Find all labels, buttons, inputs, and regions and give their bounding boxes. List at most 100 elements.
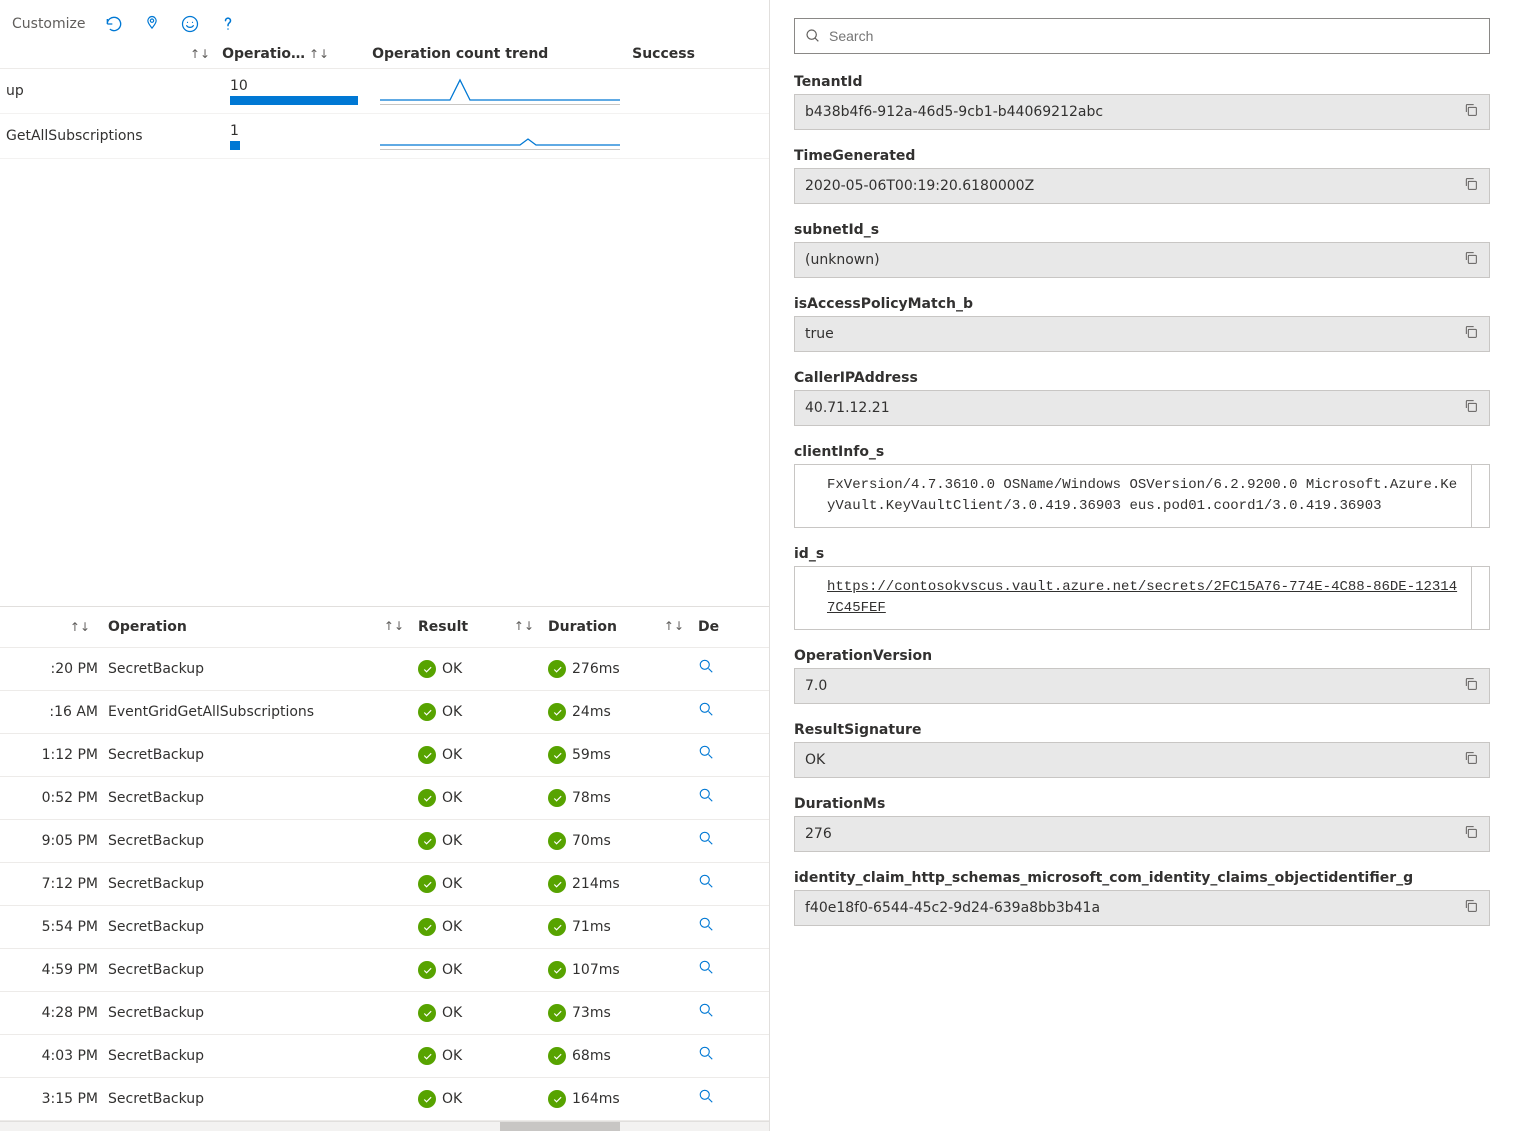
field-label: CallerIPAddress xyxy=(794,370,1490,386)
field-label: TimeGenerated xyxy=(794,148,1490,164)
field-label: clientInfo_s xyxy=(794,444,1490,460)
ok-check-icon xyxy=(418,832,436,850)
col-header-duration[interactable]: Duration xyxy=(548,619,617,635)
refresh-icon[interactable] xyxy=(104,14,124,34)
ok-check-icon xyxy=(418,1047,436,1065)
copy-icon[interactable] xyxy=(1463,102,1479,122)
field-value: 276 xyxy=(805,826,832,842)
summary-sparkline xyxy=(370,122,640,150)
cell-operation: SecretBackup xyxy=(108,747,418,763)
customize-button[interactable]: Customize xyxy=(6,16,86,32)
ok-check-icon xyxy=(548,703,566,721)
field-side-scroll[interactable] xyxy=(1472,464,1490,528)
field-value-link[interactable]: https://contosokvscus.vault.azure.net/se… xyxy=(794,566,1472,630)
field-value: (unknown) xyxy=(805,252,880,268)
summary-label: GetAllSubscriptions xyxy=(0,128,230,144)
cell-operation: SecretBackup xyxy=(108,1048,418,1064)
ok-check-icon xyxy=(418,746,436,764)
col-header-operation[interactable]: Operatio… xyxy=(222,46,305,62)
summary-label: up xyxy=(0,83,230,99)
table-row[interactable]: :20 PM SecretBackup OK 276ms xyxy=(0,648,769,691)
details-magnify-icon[interactable] xyxy=(698,873,748,895)
cell-time: 7:12 PM xyxy=(0,876,108,892)
sort-icon[interactable]: ↑↓ xyxy=(664,619,684,633)
ok-check-icon xyxy=(418,660,436,678)
table-header: ↑↓ Operation ↑↓ Result ↑↓ Duration ↑↓ De xyxy=(0,607,769,648)
ok-check-icon xyxy=(548,1047,566,1065)
cell-duration: 70ms xyxy=(548,832,698,850)
table-row[interactable]: 5:54 PM SecretBackup OK 71ms xyxy=(0,906,769,949)
cell-time: :20 PM xyxy=(0,661,108,677)
copy-icon[interactable] xyxy=(1463,324,1479,344)
cell-result: OK xyxy=(418,918,548,936)
table-row[interactable]: 4:28 PM SecretBackup OK 73ms xyxy=(0,992,769,1035)
sort-icon[interactable]: ↑↓ xyxy=(514,619,534,633)
detail-field: TimeGenerated 2020-05-06T00:19:20.618000… xyxy=(794,148,1490,204)
details-magnify-icon[interactable] xyxy=(698,658,748,680)
cell-time: 4:59 PM xyxy=(0,962,108,978)
details-magnify-icon[interactable] xyxy=(698,701,748,723)
details-magnify-icon[interactable] xyxy=(698,830,748,852)
col-header-operation[interactable]: Operation xyxy=(108,619,187,635)
ok-check-icon xyxy=(548,789,566,807)
help-icon[interactable] xyxy=(218,14,238,34)
feedback-smile-icon[interactable] xyxy=(180,14,200,34)
table-row[interactable]: 1:12 PM SecretBackup OK 59ms xyxy=(0,734,769,777)
ok-check-icon xyxy=(548,875,566,893)
table-row[interactable]: 3:15 PM SecretBackup OK 164ms xyxy=(0,1078,769,1121)
ok-check-icon xyxy=(548,918,566,936)
details-magnify-icon[interactable] xyxy=(698,1045,748,1067)
details-magnify-icon[interactable] xyxy=(698,744,748,766)
details-magnify-icon[interactable] xyxy=(698,787,748,809)
table-row[interactable]: 4:03 PM SecretBackup OK 68ms xyxy=(0,1035,769,1078)
table-row[interactable]: 4:59 PM SecretBackup OK 107ms xyxy=(0,949,769,992)
details-magnify-icon[interactable] xyxy=(698,1088,748,1110)
cell-time: 9:05 PM xyxy=(0,833,108,849)
ok-check-icon xyxy=(548,1004,566,1022)
summary-row[interactable]: GetAllSubscriptions 1 xyxy=(0,114,769,159)
table-row[interactable]: 7:12 PM SecretBackup OK 214ms xyxy=(0,863,769,906)
table-row[interactable]: :16 AM EventGridGetAllSubscriptions OK 2… xyxy=(0,691,769,734)
copy-icon[interactable] xyxy=(1463,398,1479,418)
field-value-box: (unknown) xyxy=(794,242,1490,278)
ok-check-icon xyxy=(548,961,566,979)
cell-duration: 164ms xyxy=(548,1090,698,1108)
copy-icon[interactable] xyxy=(1463,250,1479,270)
cell-result: OK xyxy=(418,1090,548,1108)
sort-icon[interactable]: ↑↓ xyxy=(384,619,404,633)
table-body: :20 PM SecretBackup OK 276ms :16 AM Even… xyxy=(0,648,769,1121)
sort-icon[interactable]: ↑↓ xyxy=(309,47,329,61)
horizontal-scrollbar[interactable] xyxy=(0,1121,769,1131)
search-input[interactable] xyxy=(829,28,1479,44)
ok-check-icon xyxy=(418,1090,436,1108)
copy-icon[interactable] xyxy=(1463,676,1479,696)
col-header-result[interactable]: Result xyxy=(418,619,468,635)
cell-result: OK xyxy=(418,1004,548,1022)
field-side-scroll[interactable] xyxy=(1472,566,1490,630)
search-box[interactable] xyxy=(794,18,1490,54)
copy-icon[interactable] xyxy=(1463,824,1479,844)
details-magnify-icon[interactable] xyxy=(698,1002,748,1024)
field-value-box: 7.0 xyxy=(794,668,1490,704)
ok-check-icon xyxy=(418,875,436,893)
table-row[interactable]: 9:05 PM SecretBackup OK 70ms xyxy=(0,820,769,863)
left-inner: Customize ↑↓ Operatio… ↑↓ Operation coun… xyxy=(0,0,769,1121)
person-icon[interactable] xyxy=(142,14,162,34)
ok-check-icon xyxy=(548,832,566,850)
copy-icon[interactable] xyxy=(1463,176,1479,196)
field-label: isAccessPolicyMatch_b xyxy=(794,296,1490,312)
summary-row[interactable]: up 10 xyxy=(0,69,769,114)
sort-icon[interactable]: ↑↓ xyxy=(190,47,210,61)
detail-field: DurationMs 276 xyxy=(794,796,1490,852)
field-label: OperationVersion xyxy=(794,648,1490,664)
detail-field: ResultSignature OK xyxy=(794,722,1490,778)
detail-field: identity_claim_http_schemas_microsoft_co… xyxy=(794,870,1490,926)
sort-icon[interactable]: ↑↓ xyxy=(70,620,90,634)
table-row[interactable]: 0:52 PM SecretBackup OK 78ms xyxy=(0,777,769,820)
details-magnify-icon[interactable] xyxy=(698,959,748,981)
details-magnify-icon[interactable] xyxy=(698,916,748,938)
copy-icon[interactable] xyxy=(1463,898,1479,918)
field-value-box: 2020-05-06T00:19:20.6180000Z xyxy=(794,168,1490,204)
copy-icon[interactable] xyxy=(1463,750,1479,770)
field-value-box: b438b4f6-912a-46d5-9cb1-b44069212abc xyxy=(794,94,1490,130)
